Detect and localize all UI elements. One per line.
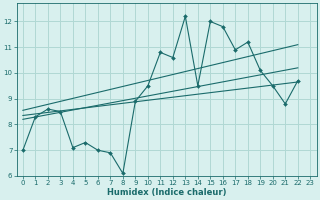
X-axis label: Humidex (Indice chaleur): Humidex (Indice chaleur) (107, 188, 226, 197)
